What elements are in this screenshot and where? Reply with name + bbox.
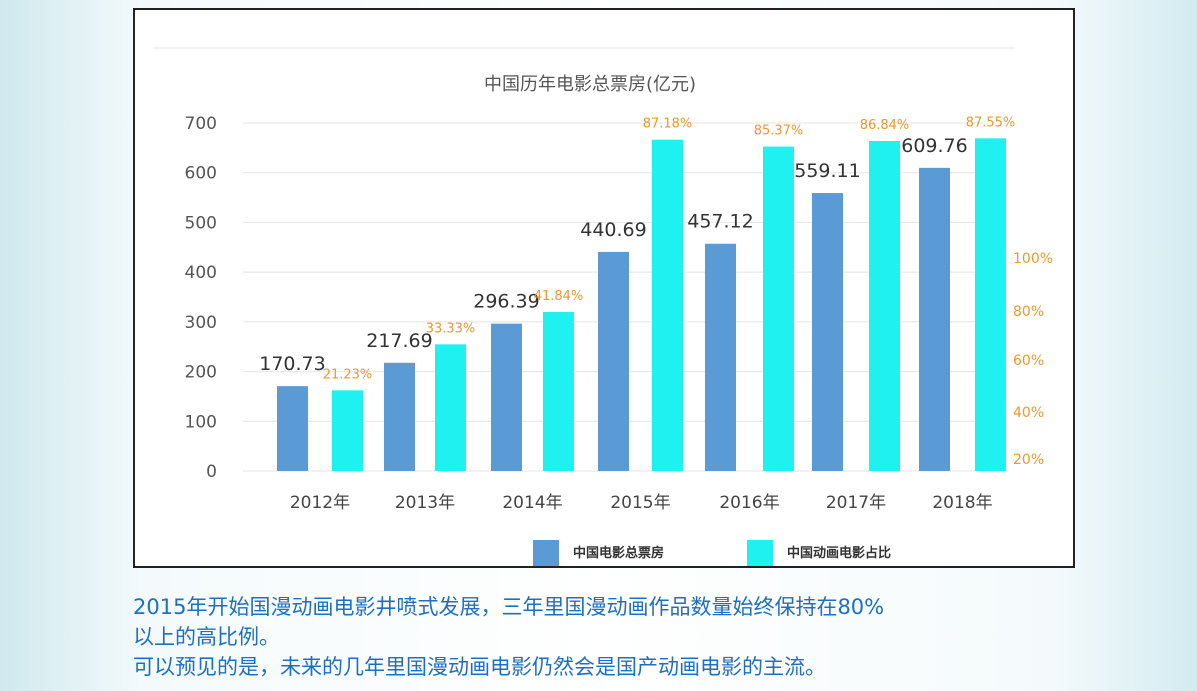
animation-share-label: 86.84%	[860, 118, 910, 133]
right-tick-label: 100%	[1013, 251, 1053, 267]
box-office-value-label: 559.11	[794, 160, 860, 182]
x-tick-label: 2017年	[826, 493, 886, 513]
legend-label: 中国电影总票房	[573, 545, 664, 561]
bar-box-office	[919, 167, 950, 471]
x-tick-label: 2015年	[610, 493, 670, 513]
bar-box-office	[384, 362, 415, 471]
bar-box-office	[705, 243, 736, 471]
left-tick-label: 100	[185, 412, 217, 432]
legend-label: 中国动画电影占比	[787, 545, 891, 561]
bar-chart: 中国历年电影总票房(亿元) 0 100 200 300 400 500 600 700 20%…	[153, 47, 1053, 566]
x-tick-label: 2016年	[719, 493, 779, 513]
right-tick-label: 40%	[1013, 405, 1044, 421]
right-tick-label: 80%	[1013, 304, 1044, 320]
left-tick-label: 0	[206, 462, 217, 482]
caption: 2015年开始国漫动画电影井喷式发展，三年里国漫动画作品数量始终保持在80% 以…	[133, 592, 1183, 682]
right-tick-label: 60%	[1013, 353, 1044, 369]
animation-share-label: 41.84%	[534, 289, 584, 304]
animation-share-label: 87.55%	[966, 115, 1016, 130]
animation-share-label: 21.23%	[323, 367, 373, 382]
bar-animation-share	[332, 390, 363, 471]
animation-share-label: 33.33%	[426, 321, 476, 336]
bar-animation-share	[763, 146, 794, 471]
chart-title: 中国历年电影总票房(亿元)	[484, 74, 696, 95]
box-office-value-label: 170.73	[259, 353, 325, 375]
bar-box-office	[812, 193, 843, 471]
bar-animation-share	[543, 312, 574, 471]
bar-box-office	[598, 251, 629, 471]
animation-share-label: 85.37%	[754, 124, 804, 139]
x-tick-label: 2013年	[395, 493, 455, 513]
legend-swatch	[533, 540, 559, 566]
box-office-value-label: 217.69	[366, 330, 432, 352]
bar-animation-share	[975, 138, 1006, 471]
right-tick-label: 20%	[1013, 452, 1044, 468]
x-tick-label: 2014年	[502, 493, 562, 513]
box-office-value-label: 296.39	[473, 291, 539, 313]
x-tick-label: 2018年	[932, 493, 992, 513]
box-office-value-label: 457.12	[687, 211, 753, 233]
box-office-value-label: 440.69	[580, 219, 646, 241]
caption-line-3: 可以预见的是，未来的几年里国漫动画电影仍然会是国产动画电影的主流。	[133, 655, 826, 679]
bar-animation-share	[869, 141, 900, 471]
legend-swatch	[747, 540, 773, 566]
left-tick-label: 300	[185, 313, 217, 333]
left-tick-label: 200	[185, 363, 217, 383]
bar-box-office	[491, 323, 522, 471]
x-tick-label: 2012年	[290, 493, 350, 513]
left-tick-label: 600	[185, 164, 217, 184]
left-tick-label: 700	[185, 114, 217, 134]
caption-line-2: 以上的高比例。	[133, 625, 280, 649]
bar-animation-share	[435, 344, 466, 471]
left-tick-label: 500	[185, 213, 217, 233]
box-office-value-label: 609.76	[901, 135, 967, 157]
bar-box-office	[277, 386, 308, 471]
left-tick-label: 400	[185, 263, 217, 283]
chart-frame: 中国历年电影总票房(亿元) 0 100 200 300 400 500 600 700 20%…	[133, 8, 1075, 568]
animation-share-label: 87.18%	[643, 117, 693, 132]
caption-line-1: 2015年开始国漫动画电影井喷式发展，三年里国漫动画作品数量始终保持在80%	[133, 595, 885, 619]
bar-animation-share	[652, 139, 683, 471]
